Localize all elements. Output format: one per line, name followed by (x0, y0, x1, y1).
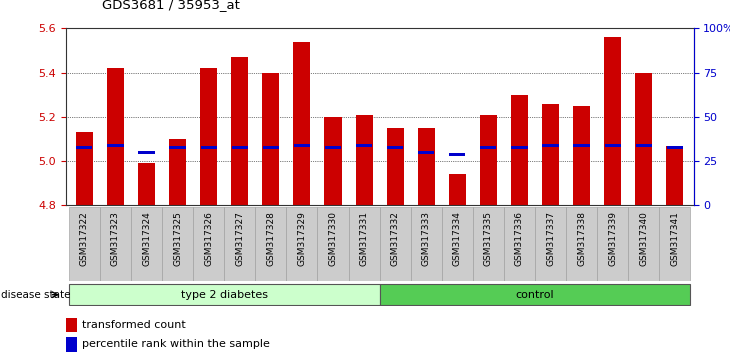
FancyBboxPatch shape (100, 207, 131, 281)
Text: GSM317322: GSM317322 (80, 211, 89, 266)
Bar (511, 146, 528, 149)
Bar (76, 132, 93, 205)
Bar (418, 128, 435, 205)
Text: percentile rank within the sample: percentile rank within the sample (82, 339, 270, 349)
FancyBboxPatch shape (442, 207, 473, 281)
Bar (262, 73, 280, 205)
Bar (169, 146, 185, 149)
Bar (325, 146, 341, 149)
Text: GSM317329: GSM317329 (297, 211, 307, 266)
FancyBboxPatch shape (348, 207, 380, 281)
FancyBboxPatch shape (69, 207, 100, 281)
Bar (387, 128, 404, 205)
Bar (542, 103, 559, 205)
FancyBboxPatch shape (473, 207, 504, 281)
Bar (169, 139, 186, 205)
Text: GSM317327: GSM317327 (235, 211, 245, 266)
Bar (231, 57, 248, 205)
Bar (356, 144, 372, 147)
Bar (635, 73, 653, 205)
Text: GSM317333: GSM317333 (422, 211, 431, 266)
Text: GSM317330: GSM317330 (328, 211, 337, 266)
Bar (604, 144, 620, 147)
Bar (666, 146, 683, 149)
Bar (574, 144, 590, 147)
FancyBboxPatch shape (597, 207, 629, 281)
Text: GSM317334: GSM317334 (453, 211, 462, 266)
FancyBboxPatch shape (659, 207, 691, 281)
Text: GSM317340: GSM317340 (639, 211, 648, 266)
FancyBboxPatch shape (193, 207, 224, 281)
Text: GSM317336: GSM317336 (515, 211, 524, 266)
FancyBboxPatch shape (255, 207, 286, 281)
Bar (76, 146, 93, 149)
FancyBboxPatch shape (131, 207, 162, 281)
Text: GSM317339: GSM317339 (608, 211, 617, 266)
Bar (573, 106, 590, 205)
Bar (380, 284, 691, 305)
FancyBboxPatch shape (380, 207, 411, 281)
FancyBboxPatch shape (286, 207, 318, 281)
Text: GSM317337: GSM317337 (546, 211, 555, 266)
Bar (293, 144, 310, 147)
Bar (107, 144, 123, 147)
Text: GSM317338: GSM317338 (577, 211, 586, 266)
Bar (449, 153, 466, 156)
Bar (201, 146, 217, 149)
Text: GSM317332: GSM317332 (391, 211, 399, 266)
Bar (293, 41, 310, 205)
Text: disease state: disease state (1, 290, 70, 300)
Text: transformed count: transformed count (82, 320, 185, 330)
Bar (418, 151, 434, 154)
Text: GSM317323: GSM317323 (111, 211, 120, 266)
Bar (66, 318, 77, 332)
FancyBboxPatch shape (504, 207, 535, 281)
Bar (542, 144, 558, 147)
FancyBboxPatch shape (566, 207, 597, 281)
Text: GDS3681 / 35953_at: GDS3681 / 35953_at (102, 0, 240, 11)
FancyBboxPatch shape (318, 207, 348, 281)
Bar (138, 163, 155, 205)
Bar (263, 146, 279, 149)
FancyBboxPatch shape (224, 207, 255, 281)
Bar (356, 115, 372, 205)
Bar (66, 337, 77, 352)
Text: GSM317328: GSM317328 (266, 211, 275, 266)
Bar (636, 144, 652, 147)
FancyBboxPatch shape (411, 207, 442, 281)
Bar (666, 145, 683, 205)
Bar (449, 174, 466, 205)
Bar (139, 151, 155, 154)
Bar (231, 146, 248, 149)
Text: GSM317325: GSM317325 (173, 211, 182, 266)
Text: GSM317324: GSM317324 (142, 211, 151, 266)
Bar (200, 68, 218, 205)
Text: GSM317341: GSM317341 (670, 211, 680, 266)
Text: GSM317335: GSM317335 (484, 211, 493, 266)
Bar (511, 95, 528, 205)
Text: GSM317326: GSM317326 (204, 211, 213, 266)
FancyBboxPatch shape (535, 207, 566, 281)
Bar (604, 37, 621, 205)
Bar (480, 146, 496, 149)
Bar (480, 115, 497, 205)
Bar (107, 68, 124, 205)
Bar (324, 117, 342, 205)
Bar (69, 284, 380, 305)
Text: GSM317331: GSM317331 (360, 211, 369, 266)
Bar (387, 146, 403, 149)
FancyBboxPatch shape (162, 207, 193, 281)
Text: type 2 diabetes: type 2 diabetes (181, 290, 268, 300)
Text: control: control (515, 290, 554, 300)
FancyBboxPatch shape (629, 207, 659, 281)
